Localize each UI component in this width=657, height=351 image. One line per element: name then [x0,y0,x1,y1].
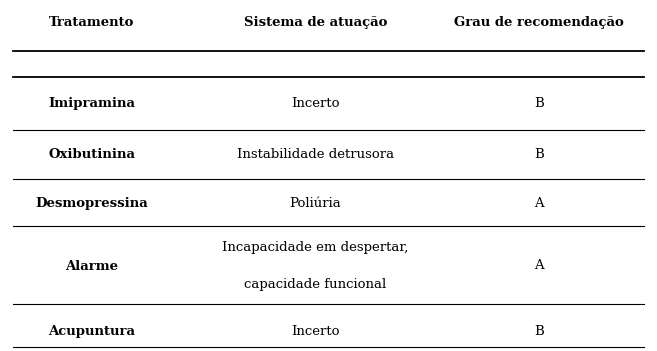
Text: Grau de recomendação: Grau de recomendação [454,16,623,29]
Text: Tratamento: Tratamento [49,16,135,29]
Text: Instabilidade detrusora: Instabilidade detrusora [237,148,394,161]
Text: Incerto: Incerto [291,325,340,338]
Text: Incapacidade em despertar,: Incapacidade em despertar, [222,241,409,254]
Text: Incerto: Incerto [291,97,340,110]
Text: Poliúria: Poliúria [290,197,341,210]
Text: Oxibutinina: Oxibutinina [49,148,135,161]
Text: B: B [534,325,543,338]
Text: Desmopressina: Desmopressina [35,197,148,210]
Text: B: B [534,97,543,110]
Text: Sistema de atuação: Sistema de atuação [244,16,387,29]
Text: Imipramina: Imipramina [49,97,135,110]
Text: B: B [534,148,543,161]
Text: Alarme: Alarme [66,260,118,273]
Text: Acupuntura: Acupuntura [49,325,135,338]
Text: A: A [534,197,543,210]
Text: A: A [534,258,543,272]
Text: capacidade funcional: capacidade funcional [244,278,386,291]
